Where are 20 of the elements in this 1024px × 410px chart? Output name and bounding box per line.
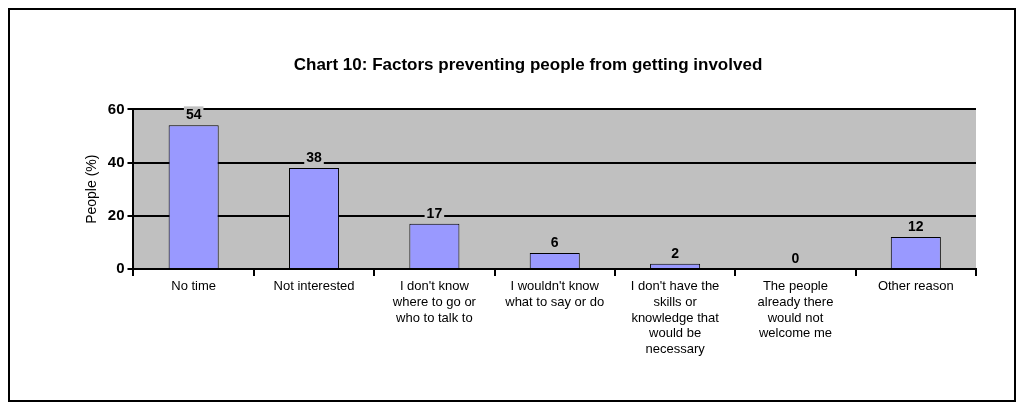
x-tick-label: The people already there would not welcome me [757,278,834,341]
data-label: 17 [426,204,443,221]
x-tick-label: No time [171,278,217,294]
y-tick-label: 20 [107,205,125,223]
x-tick-label: Not interested [273,278,355,294]
data-label: 12 [908,217,924,234]
x-tick-label: I don't know where to go or who to talk to [391,278,477,325]
data-label: 2 [671,244,680,261]
y-tick-label: 0 [116,259,125,277]
chart-title: Chart 10: Factors preventing people from getting involved [293,54,763,74]
y-tick-label: 60 [107,99,125,117]
x-tick-label: I don't have the skills or knowledge that would be necessary [630,278,720,356]
data-label: 54 [185,106,202,123]
y-axis-title: People (%) [83,154,100,224]
data-label: 6 [550,233,559,250]
data-label: 0 [791,249,800,266]
x-tick-label: Other reason [877,278,954,294]
data-label: 38 [306,148,323,165]
x-tick-label: I wouldn't know what to say or do [504,278,605,309]
y-tick-label: 40 [107,152,125,170]
